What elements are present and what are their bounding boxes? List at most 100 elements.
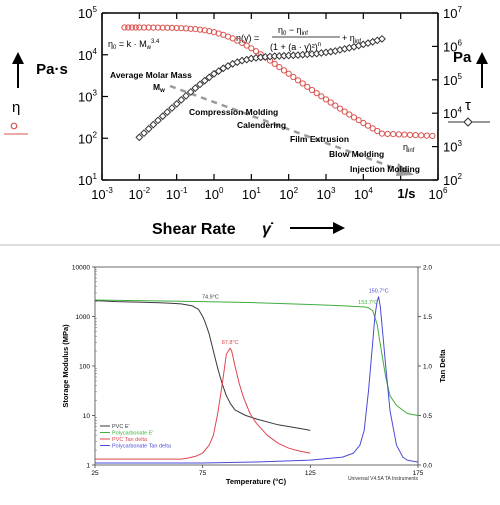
- eta-point: [125, 24, 132, 31]
- annotation-compression-molding: Compression Molding: [189, 107, 278, 117]
- eta-point: [401, 131, 408, 138]
- top-x-ticks: 10-3 10-2 10-1 100 101 102 103 104 106 1/s: [91, 13, 448, 202]
- eta-point: [429, 132, 436, 139]
- eta-point: [390, 131, 397, 138]
- eta-point: [336, 105, 344, 112]
- top-y-ticks: 101 102 103 104 105: [78, 5, 108, 188]
- eta-point: [313, 90, 320, 97]
- tau-point: [172, 99, 181, 108]
- legend-label: Polycarbonate Tan delta: [112, 444, 172, 450]
- top-x-tick-label: 104: [354, 186, 373, 202]
- eta-point: [276, 64, 283, 71]
- eta-point: [121, 24, 128, 31]
- bottom-x-tick-label: 25: [91, 470, 99, 477]
- top-y-tick-label: 105: [78, 5, 97, 21]
- svg-text:η0 − ηinf: η0 − ηinf: [278, 25, 308, 37]
- top-x-arrow-head: [333, 222, 345, 234]
- bottom-x-ticks: 25 75 125 175: [91, 465, 424, 477]
- annotation-blow-molding: Blow Molding: [329, 149, 384, 159]
- top-x-tick-label: 10-3: [91, 186, 113, 202]
- tau-point: [210, 69, 218, 78]
- series-line-0: [94, 300, 311, 431]
- eta-point: [280, 67, 288, 74]
- eq-eta0: η0 = k · Mw3.4: [108, 39, 160, 51]
- top-x-unit: 1/s: [397, 186, 415, 201]
- eta-point: [271, 60, 278, 67]
- annotation-avg-molar-mass: Average Molar Mass: [110, 70, 192, 80]
- tau-point: [168, 104, 176, 112]
- tau-point: [182, 91, 190, 100]
- legend-label: PVC Tan delta: [112, 437, 148, 443]
- eta-point: [238, 39, 246, 47]
- eta-point: [384, 130, 391, 137]
- bottom-annotations: 74.9°C 87.8°C 150.7°C 153.7°C: [202, 289, 389, 346]
- top-y-tick-label: 102: [78, 130, 97, 146]
- top-y2-tick-label: 102: [443, 172, 462, 188]
- tau-point: [163, 108, 172, 117]
- bottom-y-tick-label: 100: [79, 364, 90, 371]
- eta-point: [350, 114, 358, 121]
- top-y2-tick-label: 106: [443, 39, 462, 55]
- tau-point: [177, 95, 186, 104]
- bottom-legend: PVC E'Polycarbonate E'PVC Tan deltaPolyc…: [100, 424, 172, 450]
- legend-label: Polycarbonate E': [112, 431, 153, 437]
- bottom-annotation: 153.7°C: [358, 300, 378, 306]
- eta-point: [318, 93, 325, 100]
- eta-point: [346, 111, 353, 118]
- tau-point: [378, 34, 386, 43]
- eta-point: [243, 42, 250, 49]
- svg-text:η0 = k · Mw3.4: η0 = k · Mw3.4: [108, 39, 160, 51]
- rheology-chart: 10-3 10-2 10-1 100 101 102 103 104 106 1/s 101 102…: [4, 5, 490, 238]
- bottom-y2-ticks: 0.0 0.5 1.0 1.5 2.0: [418, 265, 432, 470]
- process-arrow: [169, 84, 401, 172]
- top-y2-arrow-head: [476, 52, 488, 64]
- top-x-label: Shear Rate: [152, 221, 236, 238]
- eta-point: [187, 25, 194, 32]
- eta-point: [374, 127, 381, 135]
- bottom-y-ticks: 1 10 100 1000 10000: [72, 265, 97, 470]
- bottom-y-tick-label: 1: [86, 463, 90, 470]
- tau-point: [140, 129, 148, 138]
- top-x-tick-label: 102: [279, 186, 298, 202]
- bottom-x-tick-label: 75: [199, 470, 207, 477]
- bottom-y2-tick-label: 1.0: [423, 364, 432, 371]
- bottom-y-label: Storage Modulus (MPa): [61, 324, 70, 408]
- eta-point: [173, 24, 180, 32]
- bottom-watermark: Universal V4.5A TA Instruments: [348, 476, 419, 482]
- top-y2-tick-label: 105: [443, 72, 462, 88]
- bottom-x-tick-label: 175: [413, 470, 424, 477]
- top-y-tick-label: 104: [78, 47, 97, 63]
- eta-point: [360, 119, 367, 127]
- eta-point: [395, 131, 402, 138]
- series-line-1: [94, 299, 419, 416]
- eta-point: [252, 48, 260, 55]
- top-y-legend-marker: [10, 122, 18, 130]
- eta-point: [145, 24, 152, 31]
- top-y-tick-label: 103: [78, 89, 97, 105]
- eta-point: [308, 86, 316, 94]
- top-y2-tick-label: 107: [443, 5, 462, 21]
- eta-point: [299, 80, 306, 87]
- top-y-tick-label: 101: [78, 172, 97, 188]
- top-y-arrow-head: [12, 52, 24, 64]
- bottom-x-label: Temperature (°C): [226, 477, 287, 486]
- eta-point: [327, 99, 334, 106]
- eta-point: [332, 102, 339, 109]
- bottom-y2-tick-label: 0.0: [423, 463, 432, 470]
- top-x-tick-label: 103: [317, 186, 336, 202]
- tau-point: [196, 80, 204, 89]
- top-y2-ticks: 102 103 104 105 106 107: [432, 5, 462, 188]
- bottom-y2-label: Tan Delta: [438, 349, 447, 383]
- top-y2-tick-label: 104: [443, 105, 462, 121]
- top-x-tick-label: 101: [242, 186, 261, 202]
- tau-point: [154, 116, 162, 125]
- eta-point: [418, 132, 425, 139]
- eta-point: [322, 96, 330, 103]
- tau-point: [144, 124, 153, 133]
- eta-point: [423, 132, 430, 139]
- eta-point: [406, 131, 414, 138]
- tau-point: [186, 88, 195, 96]
- top-x-tick-label: 106: [429, 186, 448, 202]
- eta-point: [290, 73, 297, 81]
